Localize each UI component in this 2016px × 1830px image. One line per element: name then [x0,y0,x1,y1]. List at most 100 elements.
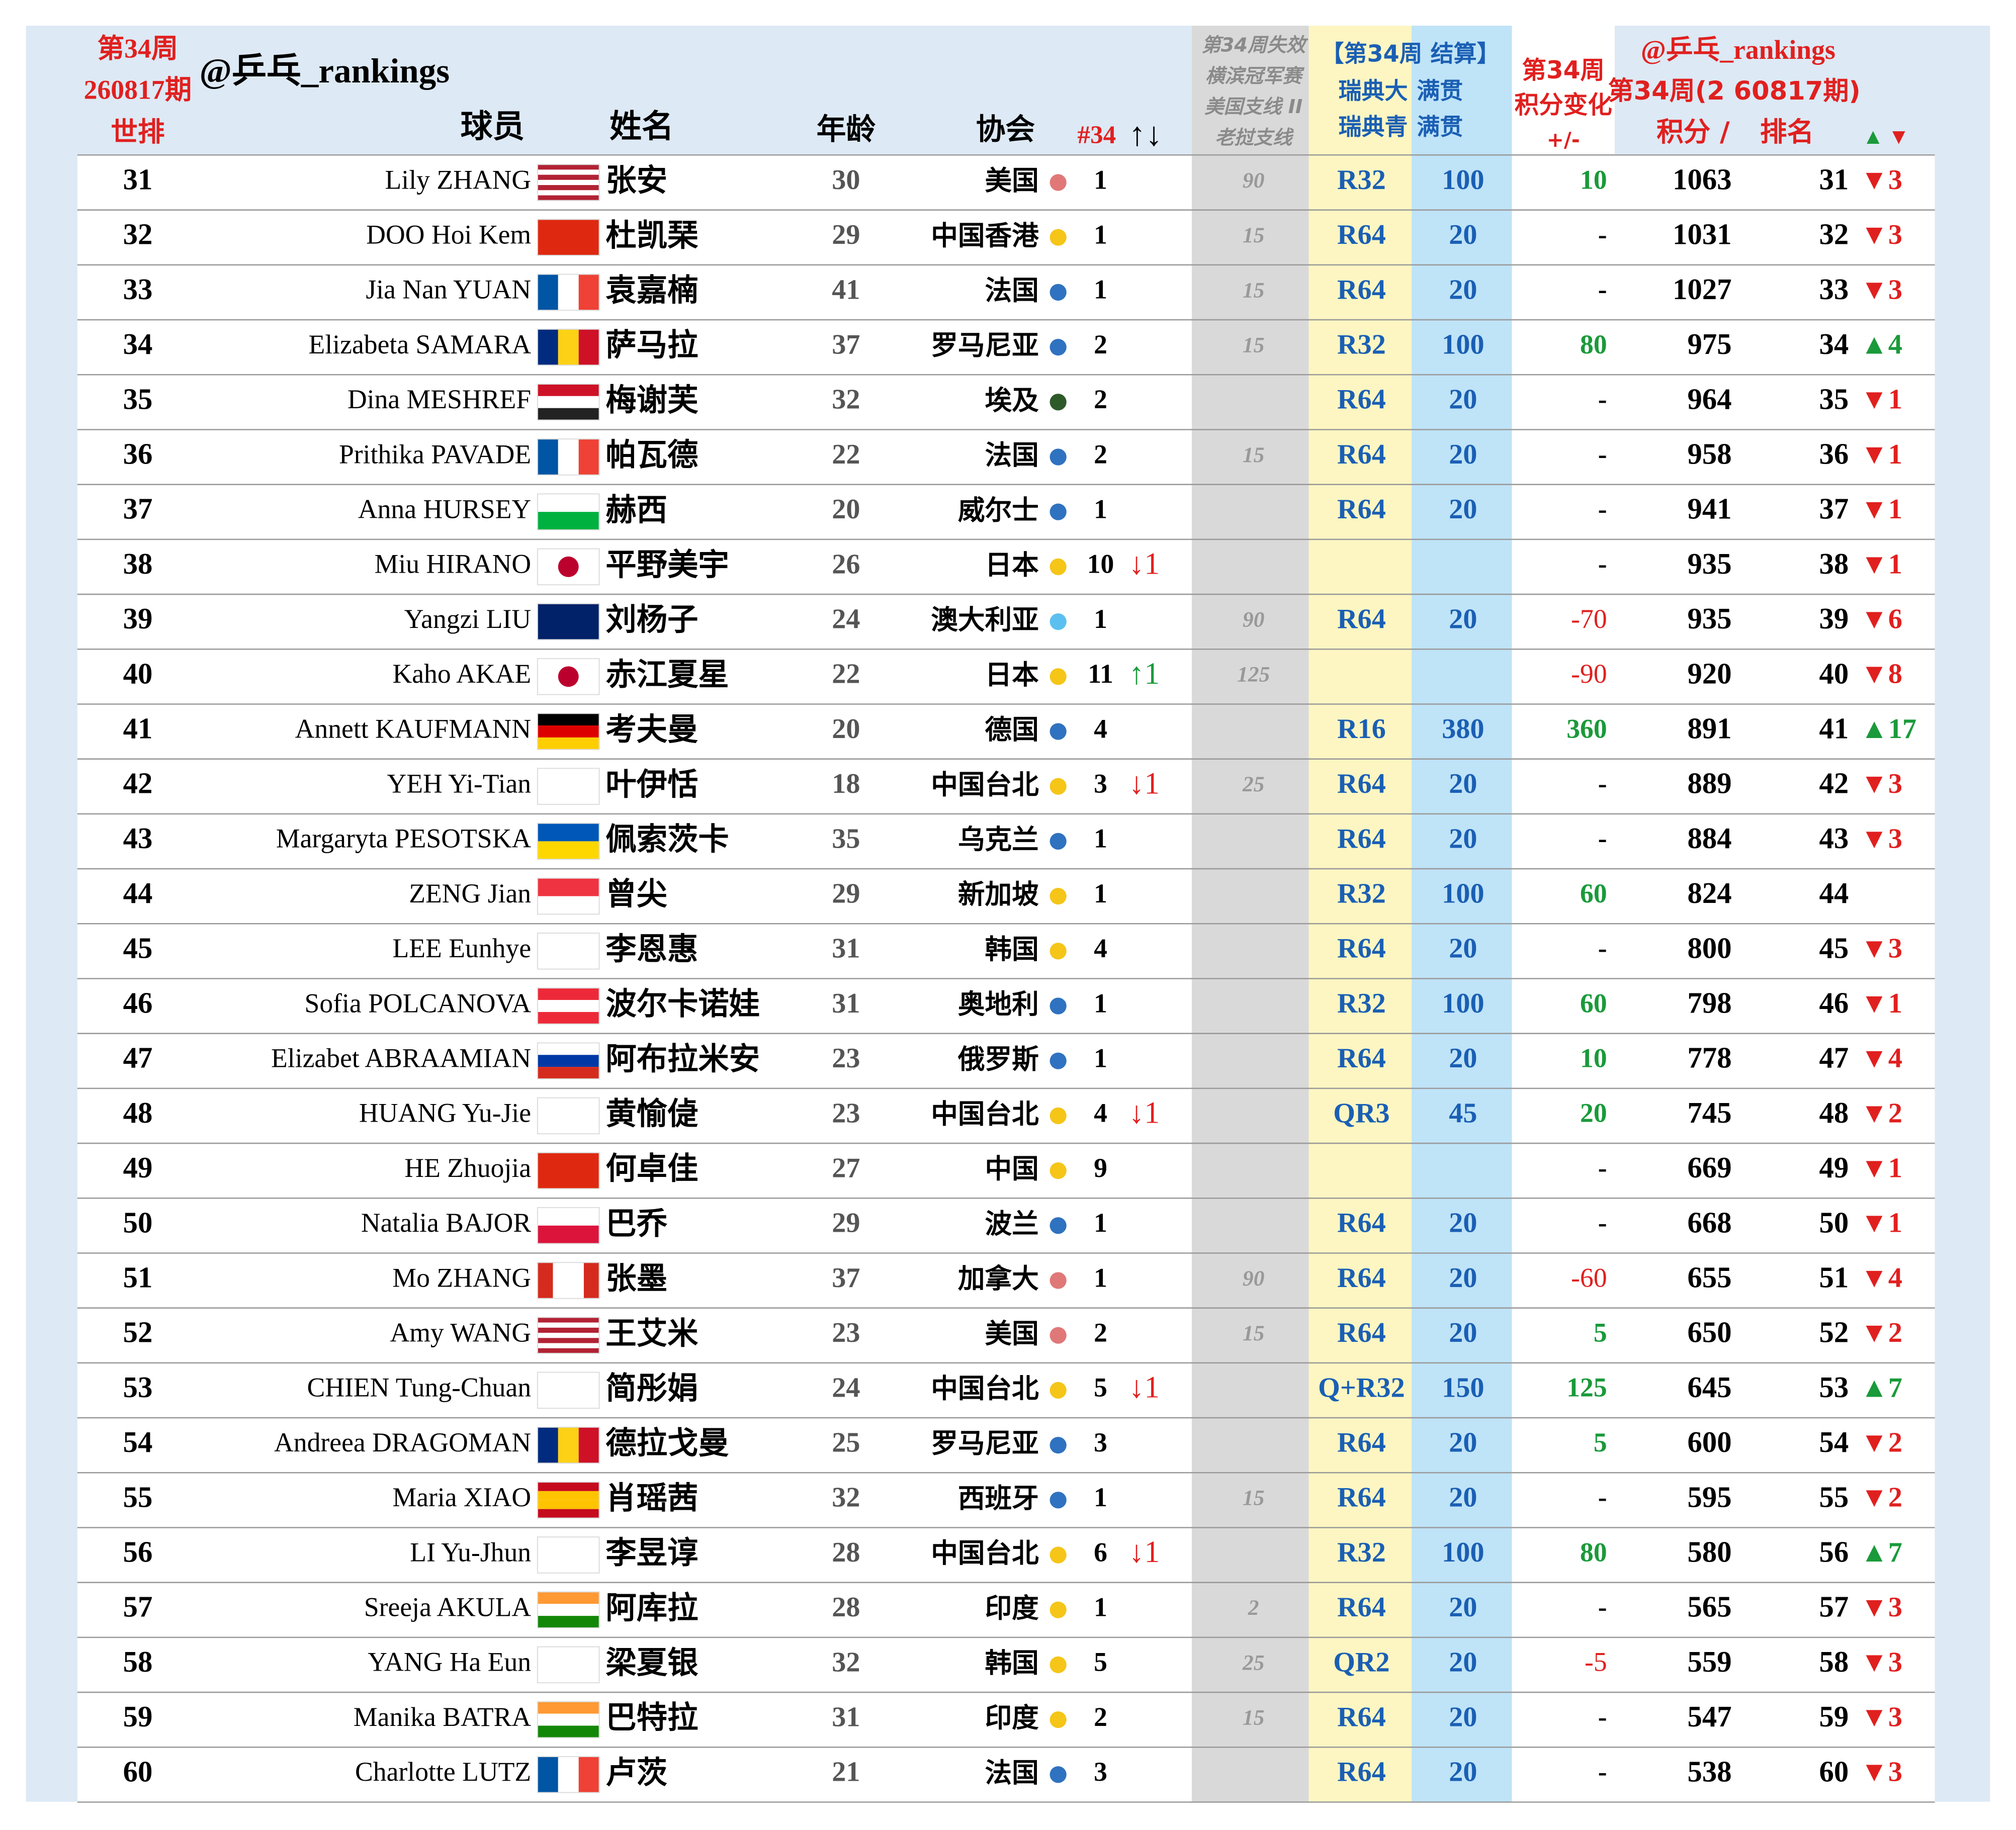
rank-change: ▼4 [1860,1043,1902,1074]
round-points: 20 [1449,603,1477,634]
lost-points: 15 [1243,333,1264,357]
flag-border [537,164,600,201]
association: 中国台北 [931,1537,1039,1569]
age: 28 [832,1537,860,1568]
points-change: - [1598,549,1607,579]
age: 32 [832,1482,860,1513]
flag-stripe [537,439,558,475]
wtt-rank: 4 [1094,713,1107,744]
association-dot [1049,1382,1067,1399]
flag-stripe [537,1152,599,1189]
chinese-name: 张安 [605,163,667,199]
flag-stripe [537,408,599,420]
flag-stripe [537,1725,599,1738]
chinese-name: 巴乔 [605,1206,667,1241]
round: R64 [1337,1701,1386,1732]
association-dot [1049,558,1067,575]
week: 第34周 [97,34,178,64]
new-rank: 32 [1819,218,1849,251]
points: 668 [1687,1206,1731,1239]
association-dot [1049,503,1067,520]
flag-stripe [558,1756,579,1793]
flag-stripe [537,274,558,311]
settle-row: 满贯 [1417,77,1463,105]
english-name: Yangzi LIU [404,604,531,634]
age: 20 [832,494,860,525]
wtt-rank: 6 [1094,1537,1107,1567]
flag-stripe [537,768,599,804]
new-rank: 47 [1819,1042,1849,1074]
association-dot [1049,1546,1067,1564]
points-change: 360 [1566,713,1607,744]
wtt-rank: 10 [1087,549,1114,579]
round: R64 [1337,1208,1386,1239]
association: 法国 [985,274,1039,306]
chinese-name: 波尔卡诺娃 [605,986,760,1022]
english-name: Jia Nan YUAN [366,274,531,305]
wtt-rank: 1 [1094,988,1107,1018]
flag-stripe [537,1097,599,1134]
points-change: - [1598,384,1607,414]
association-dot [1049,284,1067,301]
flag-stripe [537,179,599,186]
association-dot [1049,174,1067,191]
points-change: 5 [1594,1317,1607,1347]
round: R64 [1337,494,1386,525]
lost-header: 美国支线 II [1204,96,1302,118]
flag-stripe [558,274,579,311]
points: 941 [1687,493,1731,525]
wtt-rank: 2 [1094,439,1107,469]
settle-header: 【第34周 结算】 [1321,40,1500,67]
flag-stripe [558,1427,579,1463]
flag-stripe [537,329,558,365]
round-points: 150 [1442,1372,1484,1403]
new-rank: 43 [1819,822,1849,855]
association: 美国 [985,165,1039,197]
rank-change: ▼1 [1860,439,1902,470]
association: 西班牙 [958,1482,1039,1514]
age: 29 [832,219,860,250]
association-dot [1049,1217,1067,1234]
points-change: - [1598,1757,1607,1787]
wtt-rank: 9 [1094,1153,1107,1183]
association-dot [1049,1107,1067,1124]
flag-stripe [537,1322,599,1328]
new-rank: 53 [1819,1371,1849,1404]
round-points: 100 [1442,878,1484,909]
age: 26 [832,548,860,580]
wtt-rank-header: #34 [1078,121,1116,149]
association: 波兰 [985,1208,1039,1239]
wtt-rank-change: ↓1 [1129,1095,1160,1130]
english-name: Natalia BAJOR [361,1208,531,1238]
english-name: Sofia POLCANOVA [305,988,532,1018]
new-rank: 39 [1819,602,1849,635]
world-rank: 世排 [111,116,164,147]
rank: 41 [123,712,153,745]
rank-change: ▼1 [1860,1208,1902,1239]
lost-points: 25 [1242,1651,1264,1675]
flag-stripe [578,1756,599,1793]
new-rank: 51 [1819,1261,1849,1294]
flag-stripe [537,713,599,726]
association: 日本 [985,549,1039,581]
settle-row: 瑞典青 [1338,113,1408,140]
flag-stripe [537,603,599,640]
lost-points: 15 [1243,1706,1264,1730]
new-rank: 42 [1819,767,1849,800]
flag-stripe [537,1207,599,1226]
points: 538 [1687,1755,1731,1788]
rank: 56 [123,1535,153,1568]
points-change: - [1598,824,1607,854]
new-rank: 38 [1819,547,1849,580]
flag-border [537,1536,600,1574]
flag-stripe [558,439,579,475]
new-rank: 34 [1819,328,1849,360]
rank: 40 [123,657,153,690]
round-points: 100 [1442,164,1484,196]
flag-stripe [537,725,599,738]
english-name: Amy WANG [390,1317,531,1347]
age: 24 [832,603,860,634]
flag-border [537,1756,600,1793]
account: @乒乓_rankings [200,52,450,90]
points: 655 [1687,1261,1731,1294]
